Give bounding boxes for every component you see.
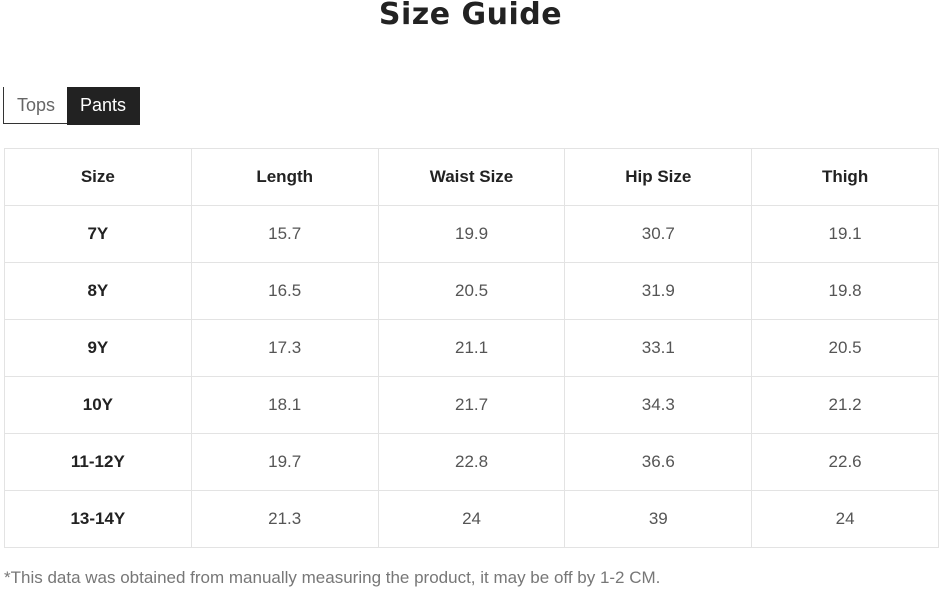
cell-hip-size: 34.3 — [564, 376, 753, 434]
page-title: Size Guide — [378, 0, 563, 32]
cell-size: 13-14Y — [4, 490, 192, 548]
cell-hip-size: 31.9 — [564, 262, 753, 320]
tab-bar: Tops Pants — [3, 87, 140, 125]
column-header-thigh: Thigh — [751, 148, 939, 206]
tab-pants[interactable]: Pants — [67, 87, 140, 125]
cell-thigh: 24 — [751, 490, 939, 548]
cell-waist-size: 20.5 — [377, 262, 566, 320]
size-table: Size Length Waist Size Hip Size Thigh 7Y… — [4, 148, 939, 548]
cell-waist-size: 21.1 — [377, 319, 566, 377]
cell-length: 19.7 — [190, 433, 379, 491]
column-header-size: Size — [4, 148, 192, 206]
table-row: 9Y 17.3 21.1 33.1 20.5 — [4, 319, 939, 377]
column-header-length: Length — [190, 148, 379, 206]
table-row: 10Y 18.1 21.7 34.3 21.2 — [4, 376, 939, 434]
tab-tops[interactable]: Tops — [3, 87, 67, 124]
cell-size: 10Y — [4, 376, 192, 434]
cell-waist-size: 24 — [377, 490, 566, 548]
table-row: 8Y 16.5 20.5 31.9 19.8 — [4, 262, 939, 320]
cell-waist-size: 21.7 — [377, 376, 566, 434]
cell-thigh: 19.1 — [751, 205, 939, 263]
column-header-hip-size: Hip Size — [564, 148, 753, 206]
cell-thigh: 22.6 — [751, 433, 939, 491]
cell-size: 8Y — [4, 262, 192, 320]
cell-length: 16.5 — [190, 262, 379, 320]
cell-thigh: 21.2 — [751, 376, 939, 434]
cell-hip-size: 33.1 — [564, 319, 753, 377]
cell-length: 21.3 — [190, 490, 379, 548]
table-row: 11-12Y 19.7 22.8 36.6 22.6 — [4, 433, 939, 491]
cell-length: 17.3 — [190, 319, 379, 377]
cell-length: 15.7 — [190, 205, 379, 263]
cell-thigh: 19.8 — [751, 262, 939, 320]
table-header-row: Size Length Waist Size Hip Size Thigh — [4, 148, 939, 206]
column-header-waist-size: Waist Size — [377, 148, 566, 206]
cell-size: 11-12Y — [4, 433, 192, 491]
cell-thigh: 20.5 — [751, 319, 939, 377]
cell-hip-size: 30.7 — [564, 205, 753, 263]
cell-size: 7Y — [4, 205, 192, 263]
table-row: 13-14Y 21.3 24 39 24 — [4, 490, 939, 548]
cell-waist-size: 19.9 — [377, 205, 566, 263]
cell-length: 18.1 — [190, 376, 379, 434]
table-row: 7Y 15.7 19.9 30.7 19.1 — [4, 205, 939, 263]
cell-hip-size: 39 — [564, 490, 753, 548]
cell-hip-size: 36.6 — [564, 433, 753, 491]
measurement-note: *This data was obtained from manually me… — [4, 568, 661, 587]
cell-waist-size: 22.8 — [377, 433, 566, 491]
cell-size: 9Y — [4, 319, 192, 377]
